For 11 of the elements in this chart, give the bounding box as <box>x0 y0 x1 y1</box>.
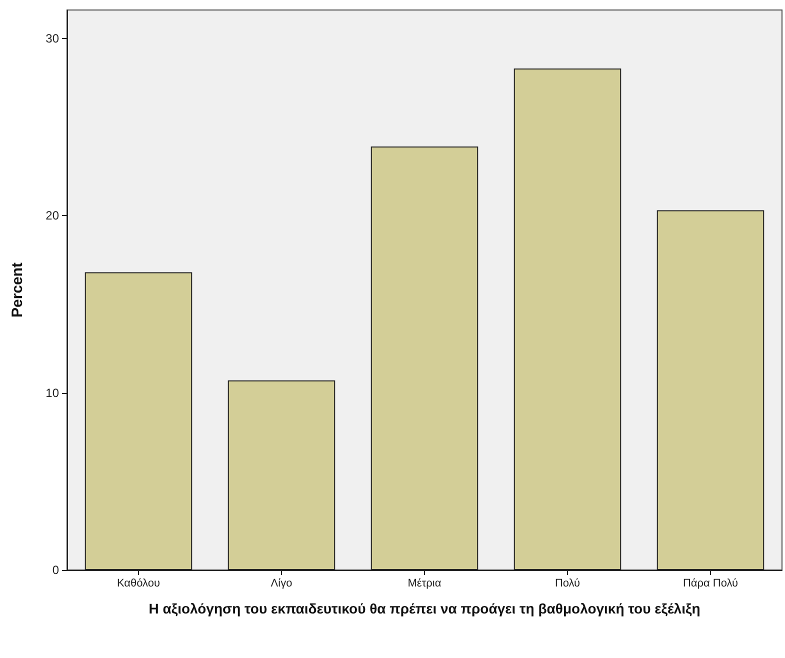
x-tick-label: Πάρα Πολύ <box>682 578 738 590</box>
x-tick-label: Λίγο <box>270 578 292 590</box>
x-tick-label: Καθόλου <box>116 578 160 590</box>
x-tick-label: Πολύ <box>554 578 580 590</box>
x-axis-title: Η αξιολόγηση του εκπαιδευτικού θα πρέπει να προάγει τη βαθμολογική του εξέλιξη <box>148 600 700 616</box>
y-tick-label: 10 <box>46 386 60 400</box>
y-tick-label: 0 <box>52 563 60 577</box>
y-tick-label: 30 <box>46 31 60 46</box>
y-tick-label: 20 <box>46 208 60 223</box>
x-tick-label: Μέτρια <box>408 578 442 590</box>
y-axis-title: Percent <box>9 262 26 318</box>
